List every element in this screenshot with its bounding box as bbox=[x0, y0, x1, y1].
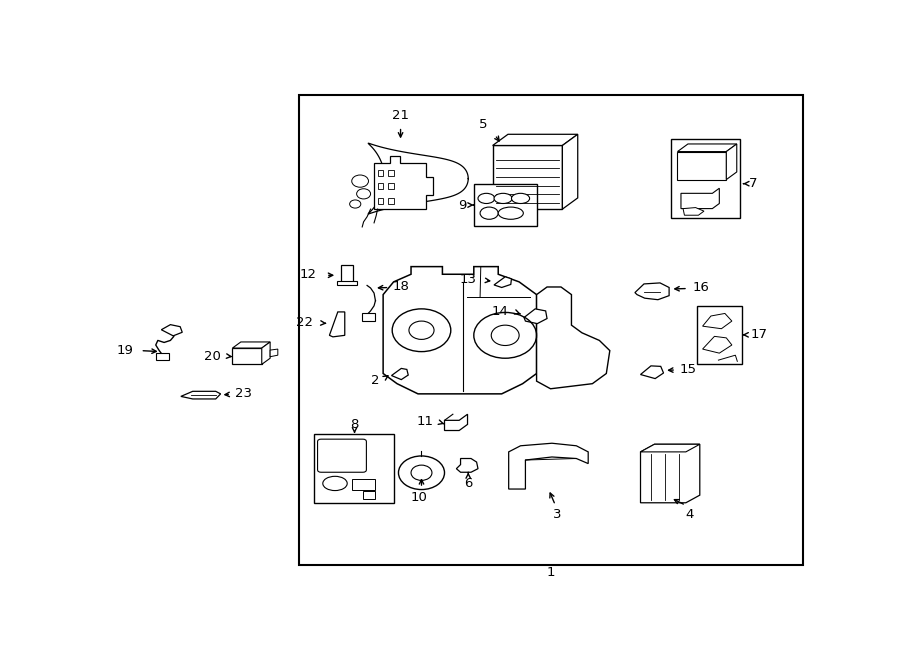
Ellipse shape bbox=[499, 207, 523, 219]
Polygon shape bbox=[524, 309, 547, 324]
Polygon shape bbox=[641, 444, 700, 503]
Text: 4: 4 bbox=[686, 508, 694, 521]
Ellipse shape bbox=[323, 477, 347, 490]
Polygon shape bbox=[492, 134, 578, 145]
Bar bbox=[670, 139, 740, 217]
Polygon shape bbox=[392, 368, 409, 379]
Text: 6: 6 bbox=[464, 477, 473, 490]
Polygon shape bbox=[703, 313, 732, 329]
Polygon shape bbox=[641, 366, 663, 379]
Text: 10: 10 bbox=[411, 491, 428, 504]
Polygon shape bbox=[703, 336, 732, 353]
Bar bbox=[378, 182, 383, 189]
Text: 16: 16 bbox=[692, 282, 709, 295]
Polygon shape bbox=[270, 349, 278, 357]
Text: 15: 15 bbox=[680, 363, 697, 376]
Text: 14: 14 bbox=[491, 305, 508, 319]
Text: 7: 7 bbox=[750, 177, 758, 190]
Bar bbox=[314, 434, 394, 503]
Bar bbox=[232, 348, 262, 364]
Text: 9: 9 bbox=[458, 198, 467, 212]
Ellipse shape bbox=[478, 193, 495, 204]
Polygon shape bbox=[383, 266, 536, 394]
Text: 18: 18 bbox=[392, 280, 410, 293]
Bar bbox=[340, 265, 353, 282]
Polygon shape bbox=[634, 283, 669, 299]
Text: 22: 22 bbox=[296, 315, 313, 329]
Bar bbox=[473, 184, 536, 226]
Bar bbox=[492, 145, 562, 209]
Bar bbox=[157, 353, 169, 360]
Bar bbox=[363, 491, 375, 499]
Bar bbox=[378, 198, 383, 204]
Text: 11: 11 bbox=[417, 415, 434, 428]
Bar bbox=[388, 170, 393, 176]
FancyBboxPatch shape bbox=[318, 439, 366, 472]
Polygon shape bbox=[536, 287, 610, 389]
Polygon shape bbox=[338, 281, 356, 285]
Polygon shape bbox=[456, 459, 478, 472]
Text: 23: 23 bbox=[235, 387, 252, 401]
Text: 3: 3 bbox=[554, 508, 562, 521]
Text: 13: 13 bbox=[460, 273, 477, 286]
Bar bbox=[353, 479, 374, 490]
Polygon shape bbox=[494, 277, 511, 288]
Polygon shape bbox=[232, 342, 270, 348]
Text: 8: 8 bbox=[350, 418, 359, 430]
Bar bbox=[388, 182, 393, 189]
Polygon shape bbox=[181, 391, 220, 399]
Polygon shape bbox=[678, 144, 737, 151]
Text: 2: 2 bbox=[371, 374, 380, 387]
Text: 19: 19 bbox=[117, 344, 133, 356]
Polygon shape bbox=[726, 144, 737, 180]
Polygon shape bbox=[562, 134, 578, 209]
Polygon shape bbox=[641, 444, 700, 452]
Text: 17: 17 bbox=[751, 329, 768, 341]
Polygon shape bbox=[683, 208, 704, 215]
Bar bbox=[378, 170, 383, 176]
Text: 21: 21 bbox=[392, 109, 410, 122]
Bar bbox=[362, 313, 375, 321]
Bar bbox=[300, 95, 803, 565]
Polygon shape bbox=[329, 312, 345, 337]
Polygon shape bbox=[262, 342, 270, 364]
Polygon shape bbox=[681, 188, 719, 209]
Bar bbox=[678, 151, 726, 180]
Polygon shape bbox=[161, 325, 182, 336]
Polygon shape bbox=[374, 156, 434, 209]
Text: 5: 5 bbox=[480, 118, 488, 132]
Text: 20: 20 bbox=[204, 350, 221, 363]
Ellipse shape bbox=[494, 193, 512, 204]
Text: 1: 1 bbox=[547, 566, 555, 579]
Polygon shape bbox=[445, 414, 467, 430]
Ellipse shape bbox=[511, 193, 529, 204]
Bar bbox=[697, 306, 742, 364]
Polygon shape bbox=[508, 444, 589, 489]
Bar bbox=[388, 198, 393, 204]
Text: 12: 12 bbox=[300, 268, 317, 281]
Ellipse shape bbox=[480, 207, 499, 219]
